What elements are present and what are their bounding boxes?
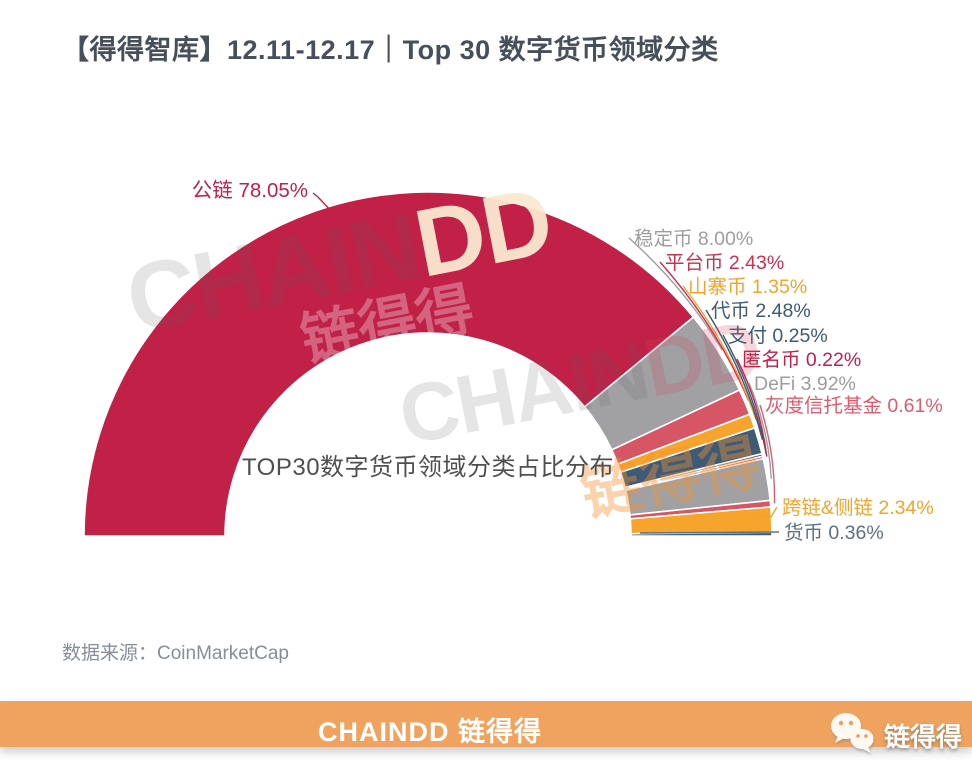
segment-label-7: DeFi 3.92%	[754, 373, 856, 395]
wechat-badge: 链得得	[828, 708, 968, 762]
wechat-icon	[828, 709, 878, 762]
segment-label-0: 公链 78.05%	[192, 179, 308, 202]
segment-leader-5	[722, 334, 767, 455]
chaindd-logo: CHAINDD 链得得	[318, 717, 542, 747]
segment-label-5: 支付 0.25%	[728, 325, 828, 347]
segment-leader-6	[736, 358, 768, 457]
footer-bar	[0, 701, 972, 747]
segment-label-6: 匿名币 0.22%	[742, 349, 861, 371]
segment-leader-8	[759, 404, 776, 504]
half-donut-chart: 公链 78.05% 稳定币 8.00%平台币 2.43%山寨币 1.35%代币 2…	[83, 179, 943, 544]
segment-label-2: 平台币 2.43%	[665, 252, 784, 274]
segment-label-1: 稳定币 8.00%	[634, 228, 753, 250]
segment-leader-10	[639, 531, 780, 534]
segment-label-10: 货币 0.36%	[784, 522, 884, 544]
segment-label-3: 山寨币 1.35%	[688, 276, 807, 298]
segment-label-8: 灰度信托基金 0.61%	[765, 395, 943, 417]
segment-label-4: 代币 2.48%	[711, 300, 811, 322]
wechat-account-name: 链得得	[884, 721, 963, 752]
segment-leader-2	[659, 261, 750, 401]
segment-leader-0	[312, 192, 334, 214]
segment-leader-1	[628, 237, 723, 351]
donut-segment-0	[83, 191, 695, 537]
segment-leader-9	[752, 506, 778, 518]
data-source: 数据来源：CoinMarketCap	[62, 643, 289, 664]
page-title: 【得得智库】12.11-12.17｜Top 30 数字货币领域分类	[62, 35, 719, 65]
segment-leader-4	[705, 309, 764, 440]
segment-leader-7	[748, 382, 772, 479]
donut-segment-10	[630, 531, 773, 537]
chart-center-caption: TOP30数字货币领域分类占比分布	[241, 454, 615, 481]
segment-label-9: 跨链&侧链 2.34%	[782, 497, 934, 519]
segment-leader-3	[682, 285, 757, 420]
